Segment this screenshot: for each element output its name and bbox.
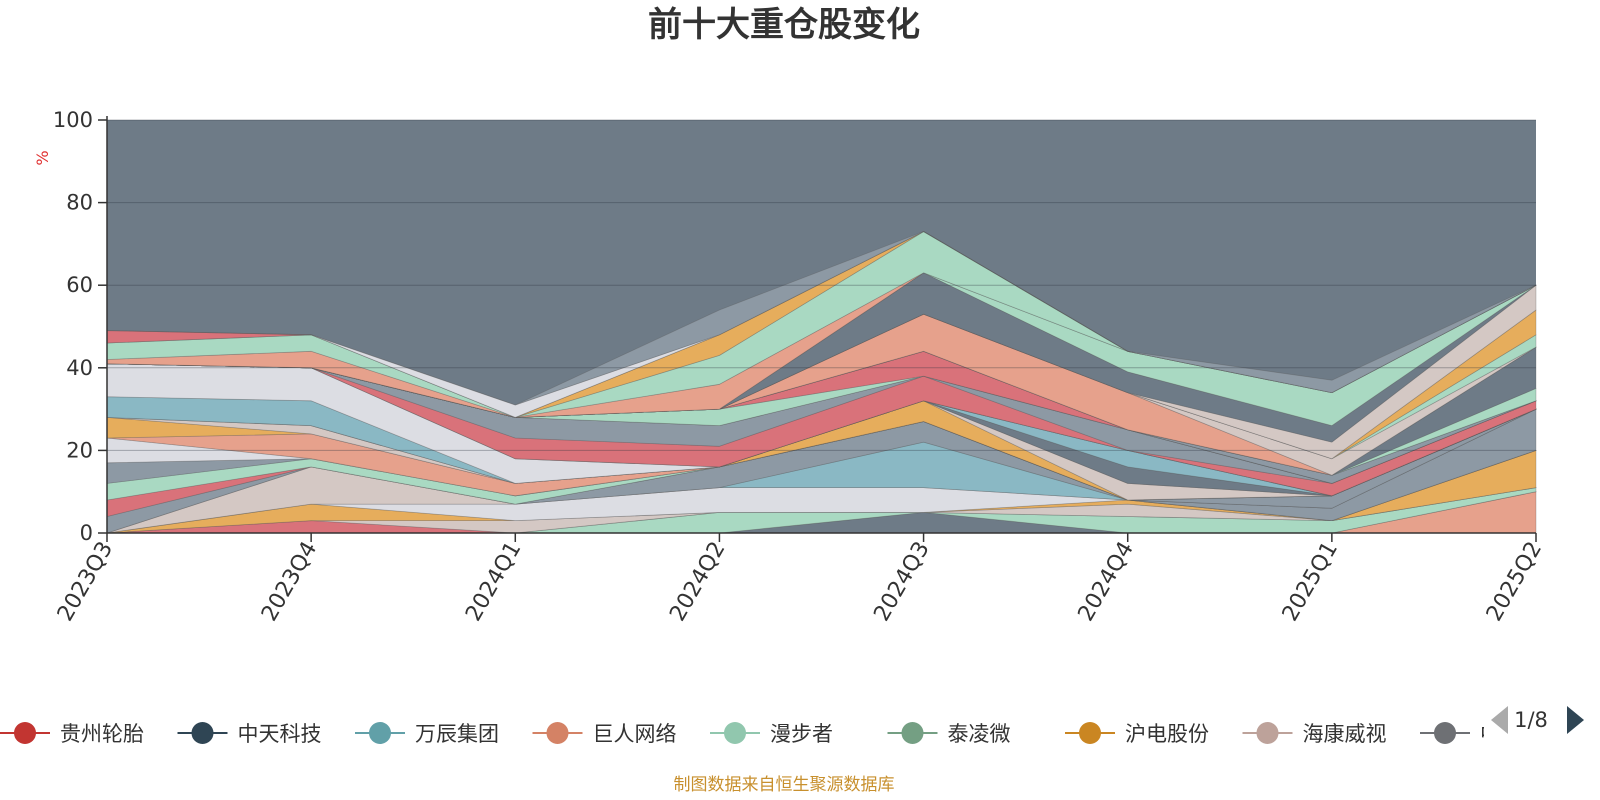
y-axis-unit: % xyxy=(33,150,52,165)
x-tick-label: 2023Q4 xyxy=(257,538,322,626)
grid-lines xyxy=(107,119,1536,451)
legend-item[interactable]: 泰凌微 xyxy=(887,722,1011,746)
x-tick-label: 2024Q4 xyxy=(1074,538,1139,626)
y-tick-label: 60 xyxy=(66,273,93,297)
y-tick-label: 80 xyxy=(66,191,93,215)
legend-label: 中天科技 xyxy=(238,722,322,746)
legend-label: 巨人网络 xyxy=(593,722,677,746)
data-source-note: 制图数据来自恒生聚源数据库 xyxy=(674,775,895,795)
chart-title: 前十大重仓股变化 xyxy=(648,5,920,45)
legend-label: 漫步者 xyxy=(770,722,833,746)
legend-item[interactable]: 中天科技 xyxy=(177,722,322,746)
legend: 贵州轮胎 中天科技 万辰集团 巨人网络 漫步者 泰凌微 沪电股份 海康威视 中际旭创 xyxy=(0,722,1564,746)
legend-marker-icon xyxy=(901,722,924,744)
legend-marker-icon xyxy=(546,722,569,744)
legend-marker-icon xyxy=(14,722,36,744)
legend-item[interactable]: 贵州轮胎 xyxy=(0,722,144,746)
y-axis: 0 20 40 60 80 100 xyxy=(53,108,108,545)
legend-item[interactable]: 海康威视 xyxy=(1242,722,1387,746)
area-series-45 xyxy=(106,231,1537,406)
legend-marker-icon xyxy=(1434,722,1456,744)
x-tick-label: 2024Q3 xyxy=(869,538,934,626)
legend-marker-icon xyxy=(1079,722,1101,744)
legend-item[interactable]: 沪电股份 xyxy=(1065,722,1209,746)
x-tick-label: 2025Q1 xyxy=(1278,538,1343,626)
x-axis: 2023Q3 2023Q4 2024Q1 2024Q2 2024Q3 2024Q4 2025… xyxy=(53,532,1547,626)
legend-item[interactable]: 万辰集团 xyxy=(355,722,499,746)
legend-label: 贵州轮胎 xyxy=(60,722,144,746)
legend-item[interactable]: 漫步者 xyxy=(710,722,833,746)
legend-marker-icon xyxy=(724,722,746,744)
legend-item[interactable]: 中际旭创 xyxy=(1420,722,1564,746)
y-tick-label: 0 xyxy=(80,521,93,545)
x-tick-label: 2023Q3 xyxy=(53,538,118,626)
legend-label: 海康威视 xyxy=(1303,722,1387,746)
plot-area xyxy=(106,120,1537,534)
x-tick-label: 2024Q1 xyxy=(461,538,526,626)
legend-item[interactable]: 巨人网络 xyxy=(532,722,677,746)
y-tick-label: 20 xyxy=(66,438,93,462)
legend-page-indicator: 1/8 xyxy=(1514,708,1548,732)
legend-items: 贵州轮胎 中天科技 万辰集团 巨人网络 漫步者 泰凌微 沪电股份 海康威视 中际旭创 xyxy=(0,722,1564,746)
legend-marker-icon xyxy=(1256,722,1279,744)
legend-prev-icon[interactable] xyxy=(1491,706,1508,734)
legend-label: 万辰集团 xyxy=(415,722,499,746)
legend-marker-icon xyxy=(369,722,391,744)
area-series-24 xyxy=(106,363,1537,497)
legend-label: 中际旭创 xyxy=(1480,722,1564,746)
legend-label: 泰凌微 xyxy=(948,722,1011,746)
y-tick-label: 40 xyxy=(66,356,93,380)
legend-next-icon[interactable] xyxy=(1567,706,1584,734)
legend-label: 沪电股份 xyxy=(1125,722,1209,746)
y-tick-label: 100 xyxy=(53,108,93,132)
x-tick-label: 2025Q2 xyxy=(1482,538,1547,626)
legend-marker-icon xyxy=(191,722,214,744)
legend-pager: 1/8 xyxy=(1491,706,1584,734)
x-tick-label: 2024Q2 xyxy=(665,538,730,626)
